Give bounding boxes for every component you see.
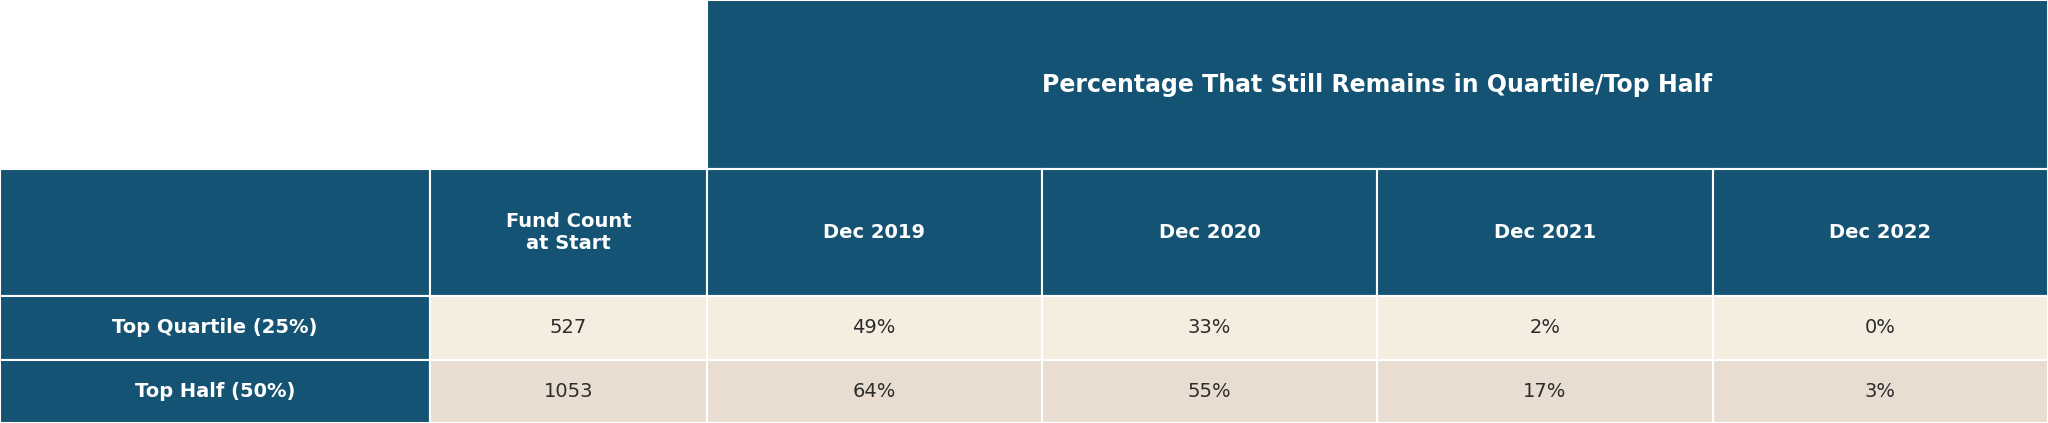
Bar — [1042, 169, 1376, 296]
Bar — [430, 0, 707, 169]
Bar — [430, 360, 707, 423]
Bar — [707, 169, 1042, 296]
Bar — [0, 0, 430, 169]
Text: 2%: 2% — [1530, 319, 1561, 337]
Bar — [1042, 360, 1376, 423]
Bar — [430, 296, 707, 360]
Text: Top Half (50%): Top Half (50%) — [135, 382, 295, 401]
Text: 17%: 17% — [1524, 382, 1567, 401]
Bar — [707, 0, 2048, 169]
Text: Dec 2019: Dec 2019 — [823, 223, 926, 242]
Bar — [0, 169, 430, 296]
Bar — [707, 360, 1042, 423]
Bar — [1376, 296, 1712, 360]
Text: 0%: 0% — [1866, 319, 1896, 337]
Bar — [430, 169, 707, 296]
Bar — [0, 360, 430, 423]
Text: Dec 2022: Dec 2022 — [1829, 223, 1931, 242]
Bar — [0, 296, 430, 360]
Text: 55%: 55% — [1188, 382, 1231, 401]
Bar — [1042, 296, 1376, 360]
Bar — [1712, 296, 2048, 360]
Bar — [1376, 169, 1712, 296]
Bar — [707, 296, 1042, 360]
Text: 1053: 1053 — [543, 382, 594, 401]
Text: 527: 527 — [549, 319, 588, 337]
Text: Top Quartile (25%): Top Quartile (25%) — [113, 319, 317, 337]
Text: 33%: 33% — [1188, 319, 1231, 337]
Bar — [1712, 360, 2048, 423]
Text: Dec 2020: Dec 2020 — [1159, 223, 1260, 242]
Text: 64%: 64% — [852, 382, 895, 401]
Bar — [1376, 360, 1712, 423]
Bar — [1712, 169, 2048, 296]
Text: 49%: 49% — [852, 319, 895, 337]
Text: 3%: 3% — [1866, 382, 1896, 401]
Text: Fund Count
at Start: Fund Count at Start — [506, 212, 631, 253]
Text: Percentage That Still Remains in Quartile/Top Half: Percentage That Still Remains in Quartil… — [1042, 73, 1712, 96]
Text: Dec 2021: Dec 2021 — [1493, 223, 1595, 242]
